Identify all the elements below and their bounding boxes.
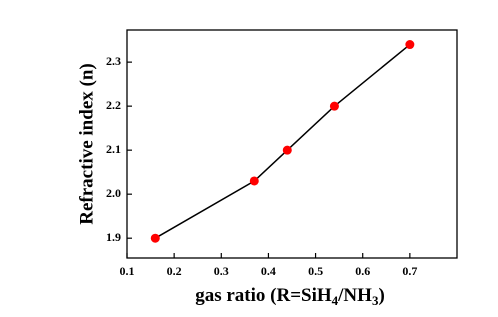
data-point xyxy=(249,176,259,186)
data-line xyxy=(154,43,411,239)
x-tick-label: 0.1 xyxy=(120,264,135,278)
x-tick-label: 0.5 xyxy=(308,264,323,278)
y-tick-label: 2.0 xyxy=(106,186,121,200)
x-tick-label: 0.3 xyxy=(214,264,229,278)
y-axis-label: Refractive index (n) xyxy=(76,63,97,224)
x-tick-label: 0.2 xyxy=(167,264,182,278)
x-label-sub: 4 xyxy=(332,293,339,308)
data-point xyxy=(329,101,339,111)
x-tick-label: 0.7 xyxy=(402,264,417,278)
x-tick-label: 0.6 xyxy=(355,264,370,278)
x-tick-label: 0.4 xyxy=(261,264,276,278)
y-tick-label: 2.3 xyxy=(106,54,121,68)
plot-frame xyxy=(126,29,458,259)
y-tick-label: 1.9 xyxy=(106,230,121,244)
x-axis-label: gas ratio (R=SiH4/NH3) xyxy=(195,285,385,308)
x-label-part: gas ratio (R=SiH xyxy=(195,285,332,306)
data-point xyxy=(405,40,415,50)
y-tick-label: 2.1 xyxy=(106,142,121,156)
x-label-sub: 3 xyxy=(372,293,379,308)
data-point xyxy=(150,233,160,243)
y-tick-label: 2.2 xyxy=(106,98,121,112)
x-label-part: /NH xyxy=(337,285,372,306)
data-point xyxy=(282,145,292,155)
x-label-part: ) xyxy=(378,285,384,306)
